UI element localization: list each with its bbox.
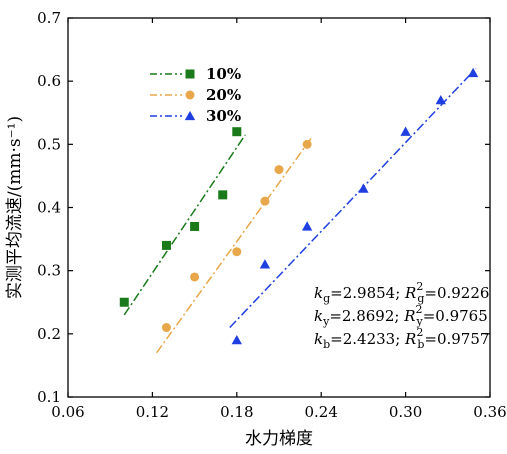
data-point xyxy=(260,196,270,206)
legend-marker xyxy=(185,90,195,100)
y-tick-label: 0.4 xyxy=(37,199,61,217)
data-point xyxy=(232,247,242,257)
data-point xyxy=(358,183,369,193)
data-point xyxy=(232,127,242,137)
y-tick-label: 0.5 xyxy=(37,135,61,153)
x-tick-label: 0.36 xyxy=(473,403,506,421)
data-point xyxy=(161,323,171,333)
x-tick-label: 0.24 xyxy=(304,403,337,421)
fit-stat-line: ky=2.8692; R2 y=0.9765 xyxy=(314,303,488,328)
fit-stat-line: kg=2.9854; R2 g=0.9226 xyxy=(314,280,489,305)
x-axis-title: 水力梯度 xyxy=(245,429,313,449)
data-points xyxy=(119,67,479,345)
r-symbol: R xyxy=(404,284,416,302)
k-value: =2.4233; xyxy=(330,330,405,348)
axis-ticks: 0.06 0.12 0.18 0.24 0.30 0.36 0.1 0.2 0.3 0.4 0.5 0… xyxy=(37,9,507,421)
r-subscript: g xyxy=(417,292,424,305)
y-tick-label: 0.3 xyxy=(37,262,61,280)
r-value: =0.9765 xyxy=(423,307,488,325)
data-point xyxy=(302,139,312,149)
r-superscript: 2 xyxy=(416,326,423,339)
x-tick-label: 0.18 xyxy=(220,403,253,421)
k-subscript: g xyxy=(323,292,330,305)
y-tick-label: 0.7 xyxy=(37,9,61,27)
k-symbol: k xyxy=(314,284,323,302)
data-point xyxy=(274,165,284,175)
k-subscript: b xyxy=(323,338,330,351)
r-superscript: 2 xyxy=(416,303,423,316)
r-superscript: 2 xyxy=(416,280,423,293)
legend-marker xyxy=(184,110,196,121)
data-point xyxy=(435,94,446,105)
k-symbol: k xyxy=(314,307,323,325)
k-value: =2.8692; xyxy=(329,307,404,325)
y-tick-label: 0.6 xyxy=(37,72,61,90)
y-tick-label: 0.2 xyxy=(37,325,61,343)
y-axis-title: 实测平均流速/(mm·s⁻¹) xyxy=(5,116,25,299)
data-point xyxy=(400,126,411,136)
y-tick-label: 0.1 xyxy=(37,388,61,406)
legend-label: 30% xyxy=(206,107,241,125)
k-symbol: k xyxy=(314,330,323,348)
data-point xyxy=(119,297,129,307)
x-tick-label: 0.12 xyxy=(136,403,169,421)
r-subscript: b xyxy=(417,338,424,351)
data-point xyxy=(467,67,479,78)
x-tick-label: 0.06 xyxy=(51,403,84,421)
r-value: =0.9226 xyxy=(424,284,489,302)
k-subscript: y xyxy=(322,315,330,328)
data-point xyxy=(259,259,271,269)
data-point xyxy=(218,190,228,200)
data-point xyxy=(190,272,200,282)
r-subscript: y xyxy=(416,315,424,328)
k-value: =2.9854; xyxy=(330,284,405,302)
fit-line xyxy=(156,137,312,354)
fit-line xyxy=(123,134,246,316)
legend-label: 10% xyxy=(206,65,241,83)
fit-stat-line: kb=2.4233; R2 b=0.9757 xyxy=(314,326,489,351)
data-point xyxy=(301,221,313,231)
fit-lines xyxy=(123,68,477,354)
data-point xyxy=(190,221,200,231)
r-symbol: R xyxy=(404,330,416,348)
r-symbol: R xyxy=(403,307,415,325)
r-value: =0.9757 xyxy=(424,330,489,348)
fit-line xyxy=(229,68,477,329)
data-point xyxy=(231,334,242,345)
x-tick-label: 0.30 xyxy=(389,403,422,421)
legend: 10% 20% 30% xyxy=(150,65,241,125)
legend-label: 20% xyxy=(206,86,241,104)
legend-marker xyxy=(185,69,195,79)
data-point xyxy=(161,240,171,250)
